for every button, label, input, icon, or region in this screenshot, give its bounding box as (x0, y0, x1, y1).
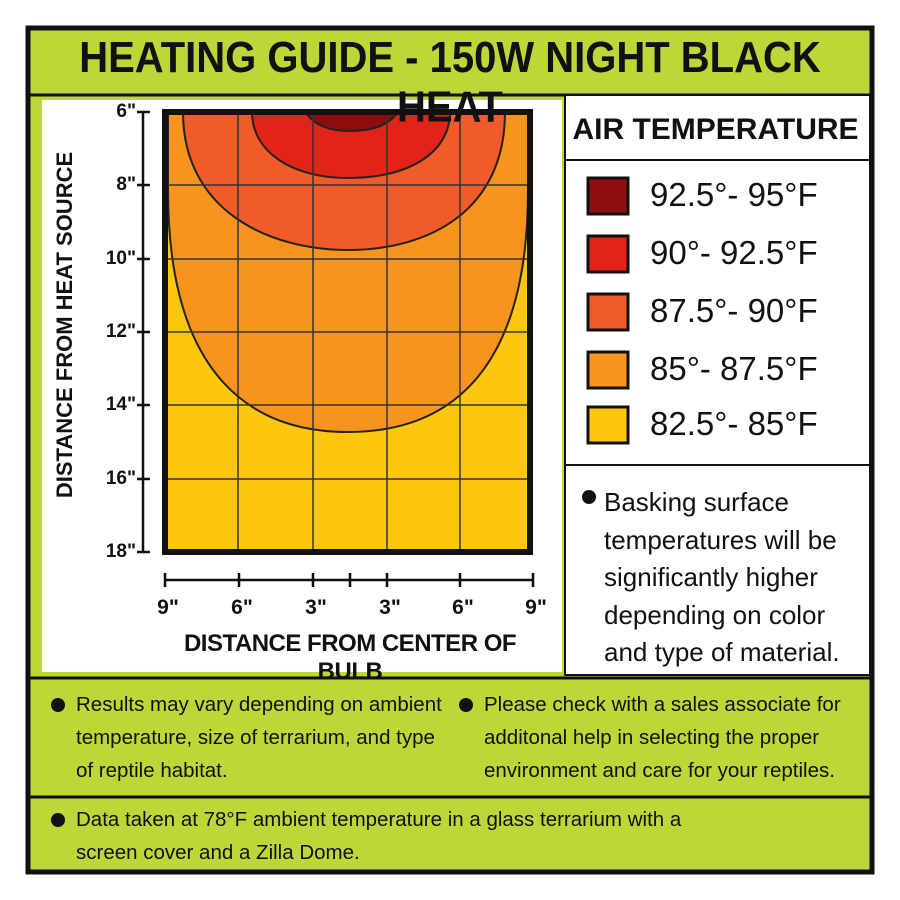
axes (137, 110, 535, 587)
x-axis-label: DISTANCE FROM CENTER OF BULB (183, 630, 517, 685)
x-tick-label: 6" (452, 596, 474, 619)
grid (165, 112, 530, 552)
side-note: Basking surface temperatures will be sig… (604, 487, 840, 667)
note: Please check with a sales associate for … (484, 693, 841, 782)
legend-item: 90°- 92.5°F (650, 234, 818, 271)
legend-item: 92.5°- 95°F (650, 176, 818, 213)
legend-title: AIR TEMPERATURE (572, 113, 859, 146)
x-tick-label: 9" (525, 596, 547, 619)
x-tick-label: 3" (305, 596, 327, 619)
y-tick-label: 18" (105, 541, 136, 562)
legend-item: 87.5°- 90°F (650, 292, 818, 329)
heat-map (162, 109, 533, 555)
x-tick-label: 9" (157, 596, 179, 619)
y-axis-label: DISTANCE FROM HEAT SOURCE (52, 151, 77, 499)
legend-item: 85°- 87.5°F (650, 350, 818, 387)
legend-item: 82.5°- 85°F (650, 405, 818, 442)
y-tick-label: 14" (105, 394, 136, 415)
y-tick-label: 6" (116, 101, 136, 122)
note: Data taken at 78°F ambient temperature i… (76, 808, 682, 864)
zone (250, 111, 452, 180)
x-tick-label: 6" (231, 596, 253, 619)
y-tick-label: 10" (105, 248, 136, 269)
title: HEATING GUIDE - 150W NIGHT BLACK HEAT (79, 33, 821, 132)
note: Results may vary depending on ambient te… (76, 693, 442, 782)
y-tick-label: 16" (105, 468, 136, 489)
legend-swatches (586, 176, 630, 445)
bullets (51, 490, 596, 827)
plot-border (162, 109, 533, 555)
y-tick-label: 12" (105, 321, 136, 342)
zone (303, 111, 400, 133)
y-tick-label: 8" (116, 174, 136, 195)
x-tick-label: 3" (379, 596, 401, 619)
